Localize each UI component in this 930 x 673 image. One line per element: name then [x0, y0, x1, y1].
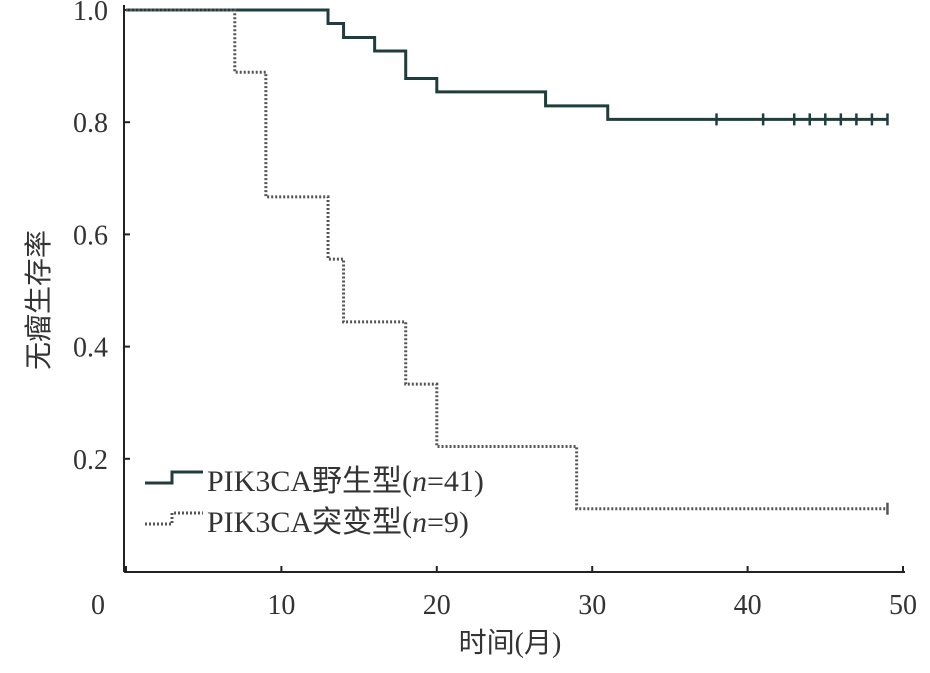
x-tick-label: 10 — [267, 590, 295, 621]
legend-label-0: PIK3CA野生型(n=41) — [207, 465, 484, 498]
y-tick-label: 0.2 — [73, 445, 108, 476]
y-tick-label: 0.6 — [73, 220, 108, 251]
survival-curve-wildtype — [126, 8, 888, 121]
legend-prefix: PIK3CA野生型( — [207, 465, 412, 498]
legend-suffix: =41) — [427, 465, 484, 498]
x-tick-label: 30 — [578, 590, 606, 621]
legend-label-1: PIK3CA突变型(n=9) — [207, 506, 469, 539]
y-tick-label: 1.0 — [73, 0, 108, 27]
legend-prefix: PIK3CA突变型( — [207, 506, 412, 539]
x-tick-label: 0 — [91, 590, 105, 621]
x-tick-label: 40 — [734, 590, 762, 621]
legend-suffix: =9) — [427, 506, 469, 539]
survival-curve-mutant — [126, 8, 888, 511]
legend-n: n — [412, 506, 427, 539]
legend-swatch-0 — [145, 470, 203, 485]
legend-swatch-1 — [145, 511, 203, 526]
x-tick-label: 20 — [423, 590, 451, 621]
y-tick-label: 0.8 — [73, 108, 108, 139]
x-axis-label: 时间(月) — [459, 627, 562, 659]
legend-n: n — [412, 465, 427, 498]
y-axis-label: 无瘤生存率 — [23, 230, 55, 370]
x-tick-label: 50 — [889, 590, 917, 621]
y-tick-label: 0.4 — [73, 333, 108, 364]
